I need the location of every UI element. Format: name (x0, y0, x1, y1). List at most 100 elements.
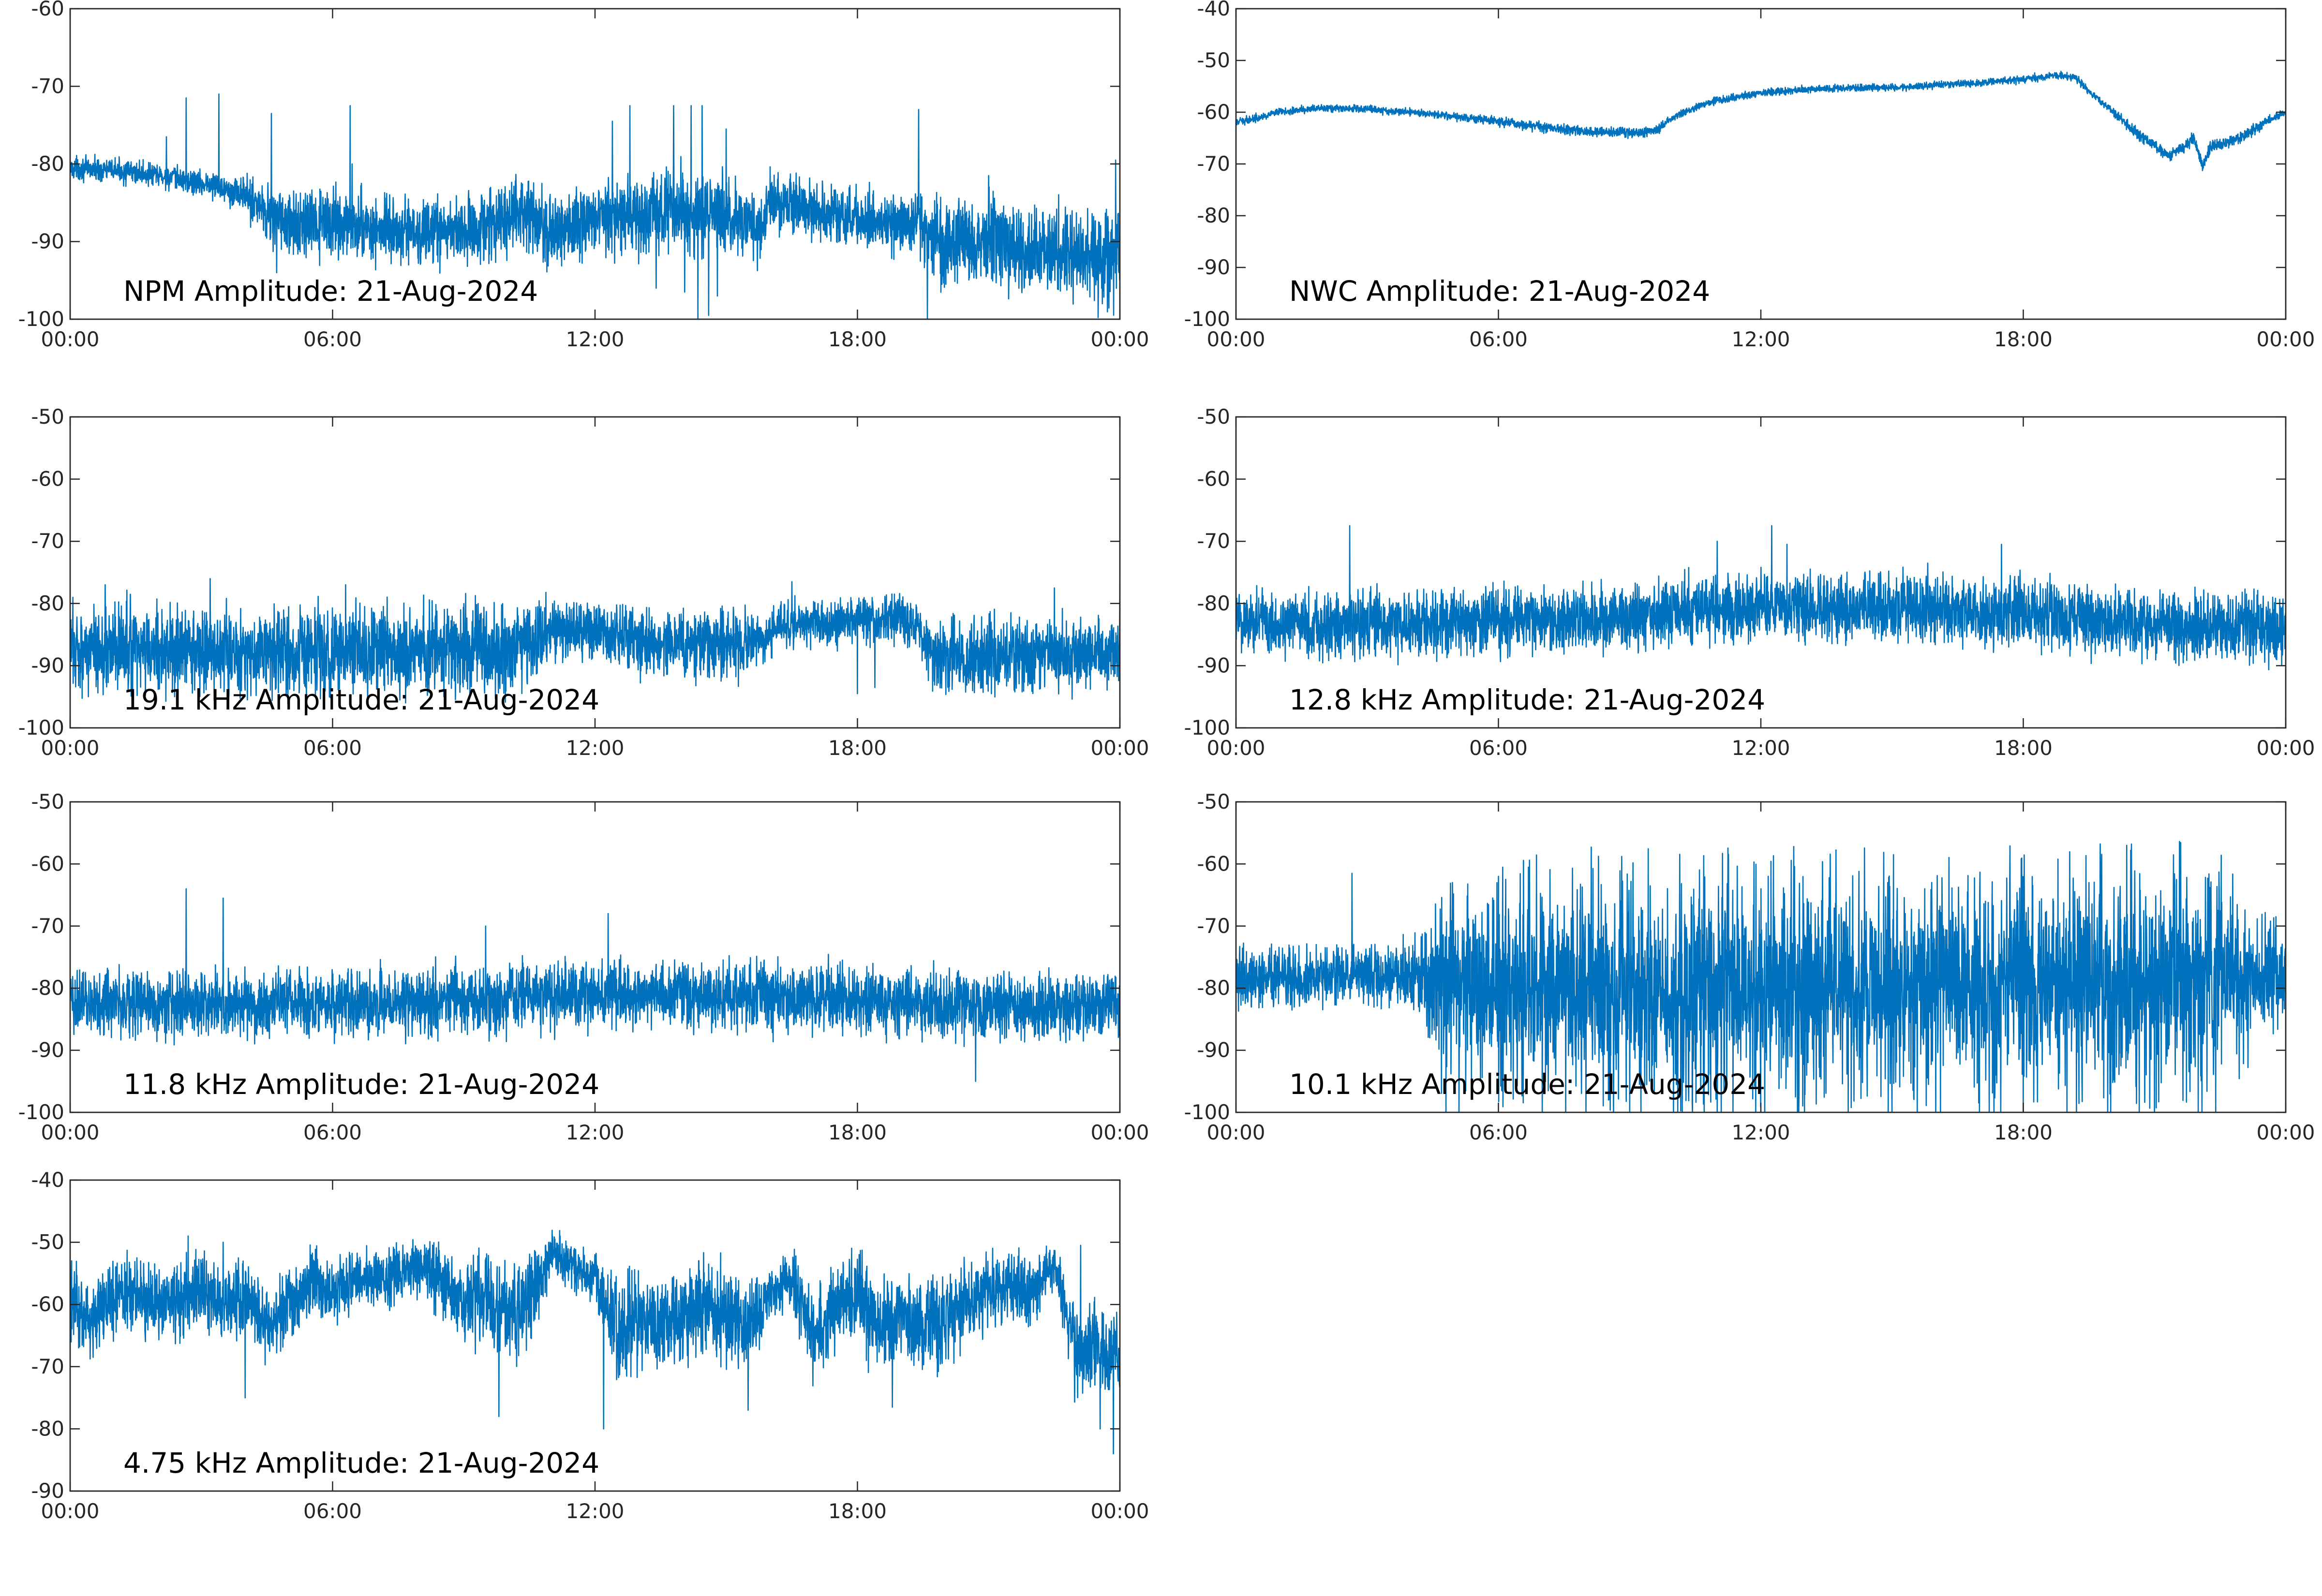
y-tick-label: -90 (31, 230, 64, 253)
x-tick-label: 06:00 (1469, 1121, 1528, 1144)
panel-title: 19.1 kHz Amplitude: 21-Aug-2024 (123, 683, 599, 716)
amplitude-series-line (1236, 525, 2286, 670)
y-tick-label: -100 (1184, 1100, 1230, 1124)
y-tick-label: -70 (31, 914, 64, 938)
x-tick-label: 00:00 (1206, 1121, 1265, 1144)
x-tick-label: 18:00 (1994, 1121, 2053, 1144)
x-tick-label: 00:00 (1206, 327, 1265, 351)
x-tick-label: 00:00 (41, 1499, 99, 1523)
amplitude-series-line (1236, 841, 2286, 1112)
y-tick-label: -60 (31, 852, 64, 875)
amplitude-series-line (70, 93, 1120, 319)
y-tick-label: -70 (31, 74, 64, 98)
x-tick-label: 12:00 (566, 1121, 624, 1144)
plot-area (69, 801, 1121, 1113)
y-tick-label: -50 (1197, 48, 1230, 72)
x-tick-label: 06:00 (303, 736, 362, 760)
x-tick-label: 00:00 (1206, 736, 1265, 760)
y-tick-label: -70 (31, 1355, 64, 1378)
x-tick-label: 18:00 (828, 1121, 887, 1144)
y-tick-label: -60 (1197, 100, 1230, 124)
y-tick-label: -90 (31, 1038, 64, 1062)
y-tick-label: -100 (18, 307, 64, 331)
y-tick-label: -60 (31, 1292, 64, 1316)
x-tick-label: 00:00 (2256, 736, 2315, 760)
x-tick-label: 06:00 (303, 1121, 362, 1144)
panel-title: 10.1 kHz Amplitude: 21-Aug-2024 (1289, 1068, 1765, 1101)
x-tick-label: 12:00 (1731, 1121, 1790, 1144)
y-tick-label: -40 (1197, 0, 1230, 20)
amplitude-series-line (70, 1229, 1120, 1455)
plot-area (1235, 8, 2287, 320)
panel-title: 11.8 kHz Amplitude: 21-Aug-2024 (123, 1068, 599, 1101)
x-tick-label: 00:00 (1090, 1121, 1149, 1144)
y-tick-label: -90 (31, 653, 64, 677)
x-tick-label: 06:00 (303, 1499, 362, 1523)
y-tick-label: -100 (18, 1100, 64, 1124)
y-tick-label: -70 (1197, 152, 1230, 176)
x-tick-label: 12:00 (566, 1499, 624, 1523)
x-tick-label: 12:00 (566, 327, 624, 351)
y-tick-label: -60 (31, 467, 64, 491)
x-tick-label: 00:00 (1090, 1499, 1149, 1523)
y-tick-label: -90 (1197, 1038, 1230, 1062)
panel-title: 12.8 kHz Amplitude: 21-Aug-2024 (1289, 683, 1765, 716)
x-tick-label: 00:00 (41, 736, 99, 760)
panel-title: NPM Amplitude: 21-Aug-2024 (123, 275, 538, 308)
y-tick-label: -50 (31, 405, 64, 429)
x-tick-label: 00:00 (1090, 327, 1149, 351)
y-tick-label: -70 (1197, 529, 1230, 553)
y-tick-label: -40 (31, 1168, 64, 1192)
x-tick-label: 12:00 (1731, 327, 1790, 351)
y-tick-label: -80 (31, 1417, 64, 1440)
x-tick-label: 18:00 (828, 736, 887, 760)
x-tick-label: 12:00 (1731, 736, 1790, 760)
panel-title: NWC Amplitude: 21-Aug-2024 (1289, 275, 1710, 308)
x-tick-label: 18:00 (828, 327, 887, 351)
x-tick-label: 18:00 (828, 1499, 887, 1523)
y-tick-label: -80 (1197, 591, 1230, 615)
panel-title: 4.75 kHz Amplitude: 21-Aug-2024 (123, 1447, 599, 1479)
plot-area (69, 8, 1121, 320)
y-tick-label: -50 (31, 790, 64, 813)
y-tick-label: -80 (1197, 976, 1230, 1000)
y-tick-label: -90 (1197, 653, 1230, 677)
x-tick-label: 00:00 (41, 1121, 99, 1144)
y-tick-label: -100 (1184, 716, 1230, 739)
x-tick-label: 12:00 (566, 736, 624, 760)
y-tick-label: -70 (1197, 914, 1230, 938)
y-tick-label: -80 (31, 591, 64, 615)
x-tick-label: 00:00 (2256, 1121, 2315, 1144)
y-tick-label: -100 (1184, 307, 1230, 331)
y-tick-label: -100 (18, 716, 64, 739)
x-tick-label: 06:00 (1469, 736, 1528, 760)
x-tick-label: 18:00 (1994, 327, 2053, 351)
y-tick-label: -90 (31, 1479, 64, 1503)
y-tick-label: -50 (31, 1230, 64, 1254)
amplitude-series-line (1236, 71, 2286, 171)
x-tick-label: 18:00 (1994, 736, 2053, 760)
y-tick-label: -50 (1197, 405, 1230, 429)
y-tick-label: -80 (31, 976, 64, 1000)
y-tick-label: -70 (31, 529, 64, 553)
x-tick-label: 00:00 (1090, 736, 1149, 760)
x-tick-label: 00:00 (41, 327, 99, 351)
x-tick-label: 06:00 (1469, 327, 1528, 351)
y-tick-label: -60 (1197, 852, 1230, 875)
amplitude-series-line (70, 888, 1120, 1082)
y-tick-label: -50 (1197, 790, 1230, 813)
x-tick-label: 06:00 (303, 327, 362, 351)
y-tick-label: -90 (1197, 255, 1230, 279)
y-tick-label: -80 (1197, 204, 1230, 227)
y-tick-label: -60 (31, 0, 64, 20)
x-tick-label: 00:00 (2256, 327, 2315, 351)
y-tick-label: -80 (31, 152, 64, 176)
